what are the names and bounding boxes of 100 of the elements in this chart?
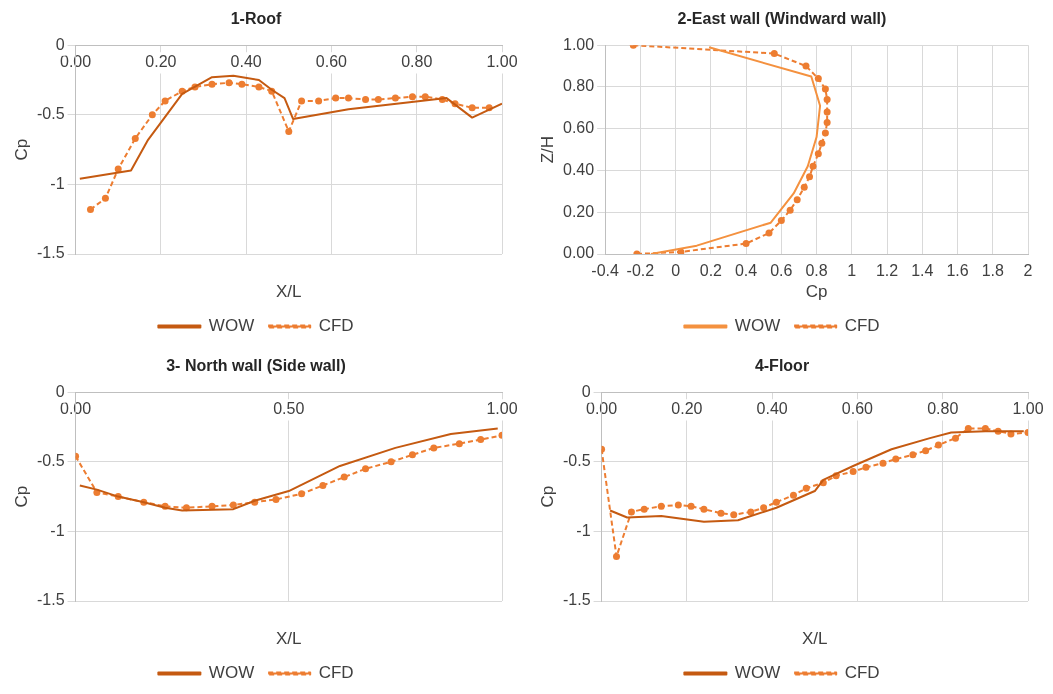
point [802, 62, 810, 70]
point [640, 505, 648, 513]
point [964, 424, 972, 432]
chart-title: 2-East wall (Windward wall) [677, 10, 887, 28]
point [747, 508, 755, 516]
legend-label: WOW [208, 316, 255, 336]
point [87, 205, 94, 213]
point [765, 229, 773, 237]
point [892, 455, 900, 463]
point [849, 468, 857, 476]
point [387, 458, 395, 466]
point [298, 490, 306, 498]
point [208, 80, 216, 88]
point [934, 441, 942, 449]
point [802, 484, 810, 492]
point [760, 504, 768, 512]
legend-label: CFD [318, 663, 354, 683]
point [823, 108, 831, 116]
x-tick-label: 0 [671, 262, 681, 280]
point [806, 173, 814, 181]
chart-title: 1-Roof [230, 10, 282, 28]
point [793, 196, 801, 204]
x-tick-label: -0.4 [591, 262, 620, 280]
x-tick-label: 1.4 [911, 262, 934, 280]
y-tick-label: 0.00 [563, 244, 595, 262]
point [772, 498, 780, 506]
x-tick-label: 1.00 [486, 53, 518, 71]
point [238, 80, 246, 88]
point [789, 491, 797, 499]
point [862, 463, 870, 471]
point [344, 94, 352, 102]
y-tick-label: 1.00 [563, 35, 595, 53]
y-axis-title: Cp [11, 485, 31, 508]
point [730, 511, 738, 519]
point [879, 459, 887, 467]
x-axis-title: X/L [276, 281, 302, 301]
point [455, 440, 463, 448]
point [272, 495, 280, 503]
point [821, 129, 829, 137]
point [627, 508, 635, 516]
legend-label: WOW [208, 663, 255, 683]
y-tick-label: -0.5 [36, 105, 65, 123]
point [770, 50, 778, 58]
point [332, 94, 340, 102]
x-tick-label: 0.4 [734, 262, 758, 280]
point [687, 502, 695, 510]
y-tick-label: -0.5 [562, 452, 591, 470]
point [229, 501, 237, 509]
chart-title: 4-Floor [754, 357, 810, 375]
x-tick-label: 0.20 [671, 400, 703, 418]
legend-label: CFD [844, 316, 880, 336]
point [468, 104, 476, 112]
x-axis-title: Cp [805, 281, 828, 301]
point [814, 75, 822, 83]
point [952, 434, 960, 442]
point [613, 552, 620, 560]
point [674, 501, 682, 509]
point [809, 162, 817, 170]
point [421, 93, 429, 101]
y-tick-label: 0.60 [563, 119, 595, 137]
x-axis-title: X/L [276, 628, 302, 648]
y-tick-label: 0.40 [563, 160, 595, 178]
y-axis-title: Cp [11, 138, 31, 161]
x-tick-label: 1.00 [1012, 400, 1044, 418]
point [818, 139, 826, 147]
y-axis-title: Cp [537, 485, 557, 508]
point [477, 436, 485, 444]
point [922, 447, 930, 455]
point [298, 97, 306, 105]
point [148, 111, 156, 119]
y-tick-label: -1.5 [36, 244, 65, 262]
y-tick-label: 0 [581, 382, 591, 400]
point [319, 481, 327, 489]
point [777, 217, 785, 225]
x-tick-label: 0.60 [841, 400, 874, 418]
point [362, 95, 370, 103]
x-tick-label: 1.2 [875, 262, 899, 280]
legend-label: WOW [734, 663, 781, 683]
chart-title: 3- North wall (Side wall) [166, 357, 346, 375]
y-tick-label: 0.20 [563, 202, 595, 220]
point [717, 509, 725, 517]
x-tick-label: 0.80 [927, 400, 959, 418]
y-tick-label: -1 [576, 521, 591, 539]
point [430, 444, 438, 452]
point [340, 473, 348, 481]
x-tick-label: 0.60 [315, 53, 348, 71]
x-axis-title: X/L [802, 628, 828, 648]
point [101, 194, 109, 202]
point [814, 150, 822, 158]
y-tick-label: -1.5 [562, 591, 591, 609]
x-tick-label: -0.2 [626, 262, 655, 280]
point [408, 93, 416, 101]
point [700, 505, 708, 513]
point [786, 206, 794, 214]
y-tick-label: -1.5 [36, 591, 65, 609]
x-tick-label: 1 [847, 262, 857, 280]
y-axis-title: Z/H [537, 135, 557, 164]
point [225, 79, 233, 87]
y-tick-label: -1 [50, 174, 65, 192]
x-tick-label: 0.40 [756, 400, 788, 418]
